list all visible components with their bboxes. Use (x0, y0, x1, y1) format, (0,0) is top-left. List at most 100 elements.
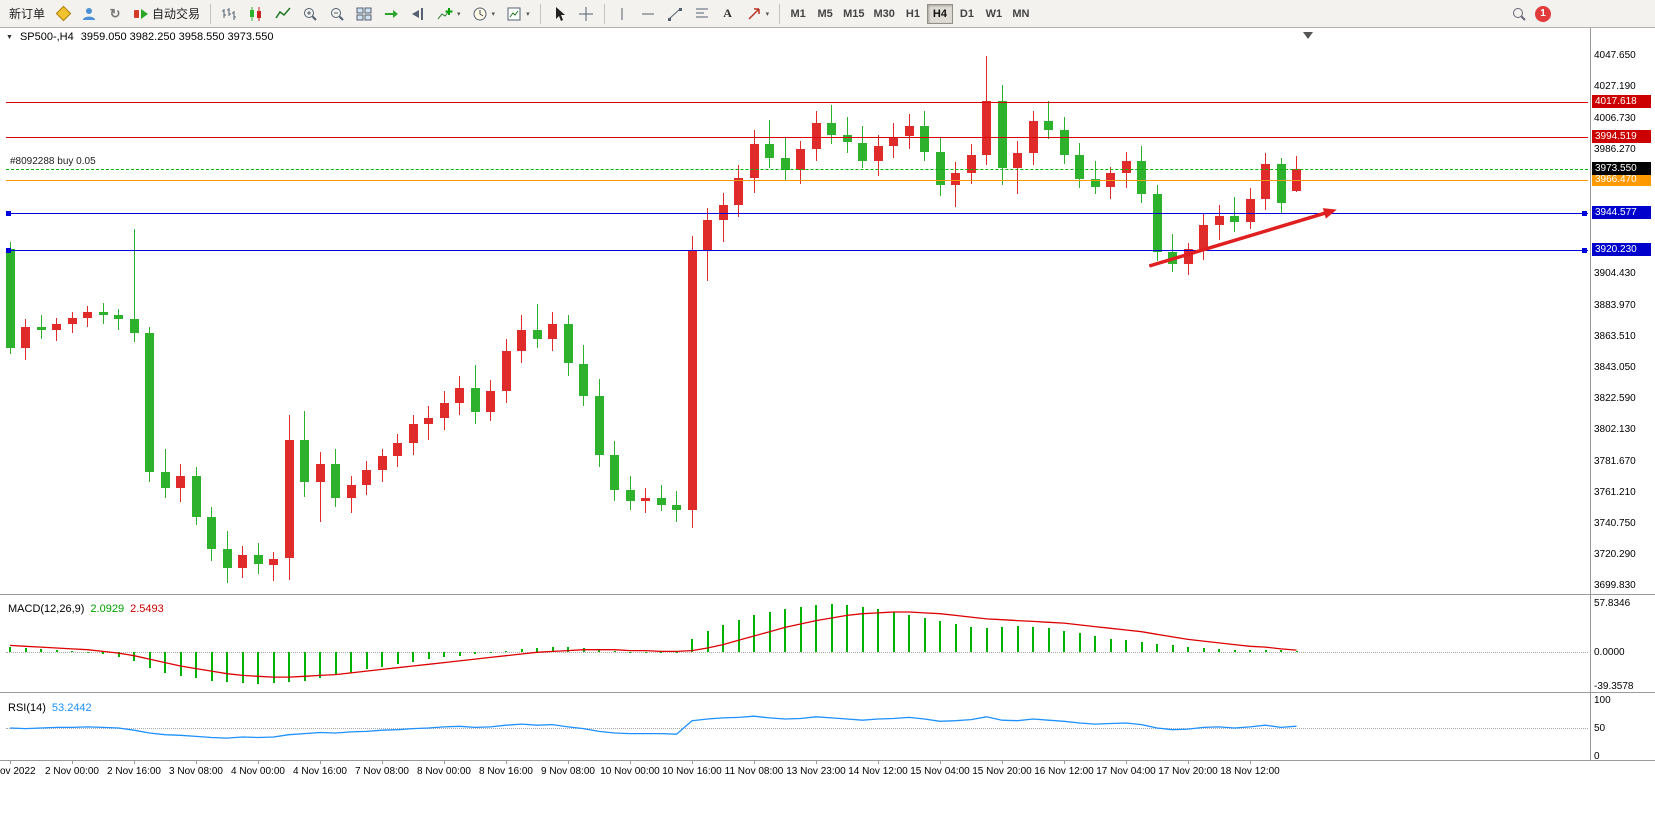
time-axis-label: 13 Nov 23:00 (786, 766, 846, 777)
candle-body (1183, 249, 1193, 265)
chart-window[interactable]: ▼ SP500-,H4 3959.050 3982.250 3958.550 3… (0, 28, 1655, 828)
macd-histogram-bar (412, 652, 414, 662)
candle-body (517, 330, 526, 352)
rsi-value: 53.2442 (51, 702, 92, 714)
candle-body (1276, 163, 1286, 204)
symbol-period-label: SP500-,H4 (19, 31, 74, 43)
candle-body (83, 311, 92, 318)
text-button[interactable]: A (716, 3, 740, 25)
indicators-button[interactable]: ▾ (432, 3, 466, 25)
macd-histogram-bar (644, 652, 647, 654)
resistance-line-2[interactable] (6, 137, 1588, 139)
chart-shift-button[interactable] (405, 3, 431, 25)
line-handle[interactable] (6, 247, 11, 253)
timeframe-h1-button[interactable]: H1 (900, 4, 926, 24)
vertical-line-button[interactable] (610, 3, 634, 25)
trendline-button[interactable] (662, 3, 688, 25)
macd-histogram-bar (784, 609, 786, 653)
candle-body (1137, 160, 1146, 195)
timeframe-d1-button[interactable]: D1 (954, 4, 980, 24)
current-price-line[interactable] (6, 169, 1588, 171)
candle-body (269, 558, 278, 565)
refresh-button[interactable]: ↻ (103, 3, 127, 25)
zoom-out-button[interactable] (324, 3, 350, 25)
candle-body (1245, 198, 1255, 222)
candle-wick (1094, 160, 1096, 195)
macd-histogram-bar (768, 612, 771, 653)
macd-histogram-bar (1280, 650, 1282, 653)
bar-chart-button[interactable] (216, 3, 242, 25)
timeframe-m15-button[interactable]: M15 (839, 4, 868, 24)
macd-histogram-bar (9, 647, 11, 653)
autotrading-button[interactable]: 自动交易 (128, 3, 205, 25)
macd-histogram-bar (133, 652, 135, 661)
macd-name: MACD(12,26,9) (8, 603, 85, 615)
macd-main-value: 2.0929 (90, 603, 125, 615)
zoom-in-button[interactable] (297, 3, 323, 25)
current-price-line-price-box: 3973.550 (1592, 162, 1651, 176)
crosshair-button[interactable] (573, 3, 599, 25)
macd-histogram-bar (985, 628, 988, 653)
candle-body (52, 323, 61, 330)
price-axis-tick: 3863.510 (1594, 330, 1636, 342)
line-handle[interactable] (6, 210, 11, 216)
timeframe-h4-button[interactable]: H4 (926, 3, 953, 24)
chevron-down-icon: ▾ (491, 10, 496, 18)
macd-histogram-bar (164, 652, 166, 673)
timeframe-m30-button[interactable]: M30 (870, 4, 899, 24)
macd-histogram-bar (505, 650, 507, 653)
arrows-button[interactable]: ▾ (741, 3, 775, 25)
timeframe-w1-button[interactable]: W1 (981, 4, 1007, 24)
notification-badge[interactable]: 1 (1535, 5, 1551, 22)
tile-windows-button[interactable] (351, 3, 377, 25)
time-axis-tick (1064, 760, 1065, 764)
fibonacci-button[interactable] (689, 3, 715, 25)
templates-button[interactable]: ▾ (501, 3, 535, 25)
macd-histogram-bar (303, 652, 306, 681)
support-line-1[interactable] (6, 213, 1588, 215)
macd-histogram-bar (722, 624, 724, 653)
support-line-2[interactable] (6, 250, 1588, 252)
macd-histogram-bar (1140, 642, 1143, 653)
resistance-line-1[interactable] (6, 102, 1588, 103)
macd-histogram-bar (1295, 650, 1298, 653)
line-chart-button[interactable] (270, 3, 296, 25)
candle-body (579, 363, 588, 396)
candlestick-button[interactable] (243, 3, 269, 25)
timeframe-m1-button[interactable]: M1 (785, 4, 811, 24)
search-icon[interactable] (1511, 6, 1527, 22)
price-axis-tick: 3822.590 (1594, 393, 1636, 405)
timeframe-m5-button[interactable]: M5 (812, 4, 838, 24)
horizontal-line-button[interactable] (635, 3, 661, 25)
line-handle[interactable] (1582, 247, 1587, 253)
candle-body (1261, 163, 1270, 199)
macd-histogram-bar (226, 652, 228, 683)
metaeditor-button[interactable] (51, 3, 75, 25)
periods-button[interactable]: ▾ (467, 3, 501, 25)
autoscroll-button[interactable] (378, 3, 404, 25)
macd-histogram-bar (1001, 626, 1003, 653)
order-open-line[interactable] (6, 179, 1588, 181)
candle-body (470, 387, 480, 413)
macd-histogram-bar (1094, 636, 1096, 653)
candle-body (734, 177, 743, 205)
line-handle[interactable] (1582, 210, 1587, 216)
time-axis-tick (692, 760, 693, 764)
macd-histogram-bar (458, 652, 461, 656)
macd-histogram-bar (551, 647, 554, 653)
chart-shift-marker (1302, 32, 1313, 39)
macd-histogram-bar (86, 652, 89, 654)
candle-body (129, 319, 139, 333)
refresh-icon: ↻ (109, 5, 121, 21)
community-button[interactable] (76, 3, 102, 25)
new-order-button[interactable]: 新订单 (4, 3, 50, 25)
candle-body (160, 471, 170, 489)
collapse-triangle-icon[interactable]: ▼ (6, 33, 13, 41)
fibonacci-icon (694, 6, 710, 22)
timeframe-mn-button[interactable]: MN (1008, 4, 1034, 24)
cursor-button[interactable] (546, 3, 572, 25)
crosshair-icon (578, 6, 594, 22)
macd-histogram-bar (1016, 625, 1019, 653)
price-axis-tick: 4047.650 (1594, 50, 1636, 62)
time-axis-label: 2 Nov 16:00 (107, 766, 161, 777)
